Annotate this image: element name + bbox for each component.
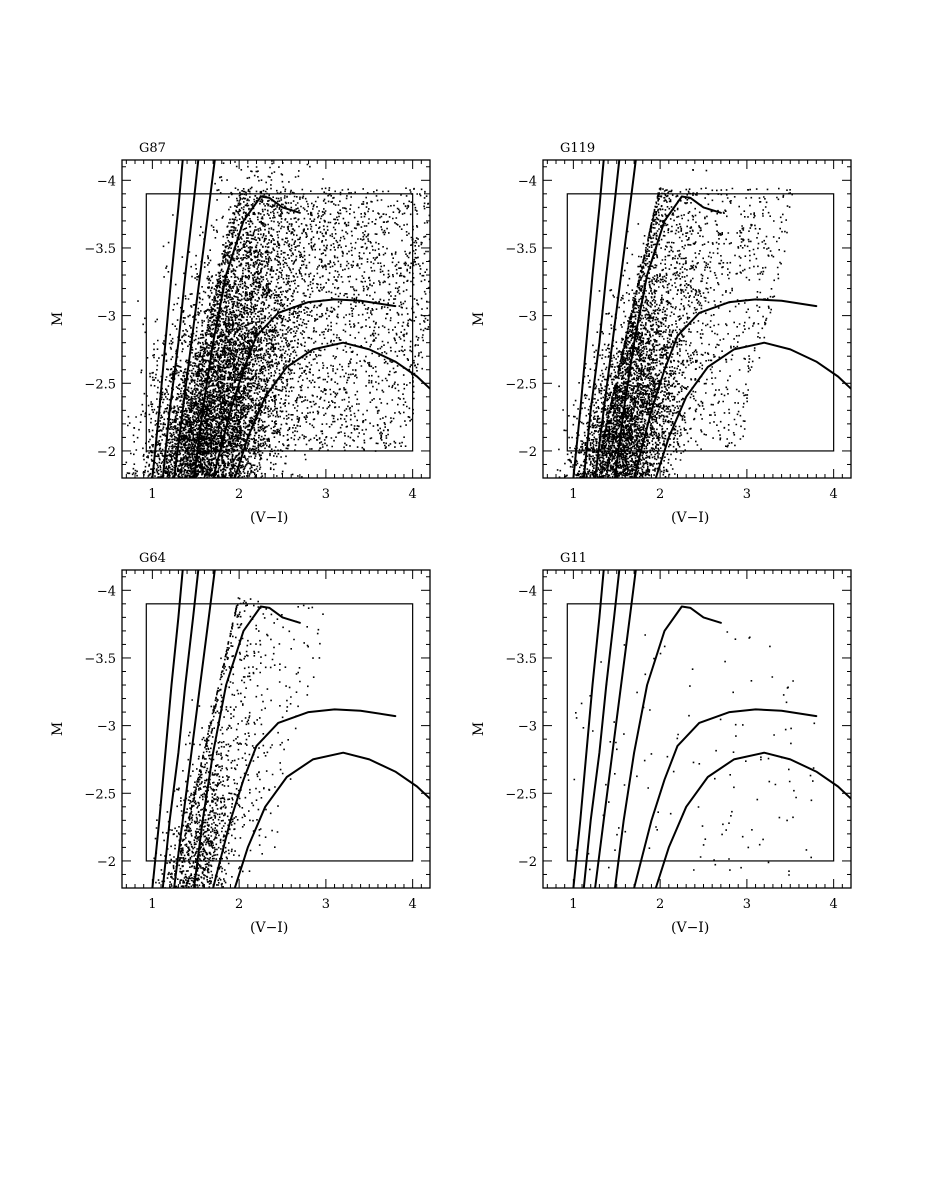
- star-point: [152, 597, 324, 888]
- x-tick-label: 1: [148, 487, 156, 502]
- cmd-panel-g64: G64 1 2 3 4 −4 −3.5 −3 −2.5 −2 (V−I)o MI: [50, 551, 431, 936]
- selection-box: [145, 603, 414, 862]
- y-tick-label: −2.5: [84, 377, 116, 392]
- y-tick-label: −3: [97, 310, 116, 325]
- isochrone-line-1: [572, 160, 605, 478]
- isochrone-line-1: [572, 570, 605, 888]
- x-tick-label: 2: [656, 897, 664, 912]
- x-tick-label: 2: [235, 487, 243, 502]
- star-points: [556, 169, 793, 478]
- y-axis-label: MI: [471, 722, 487, 736]
- x-tick-label: 3: [743, 487, 751, 502]
- y-tick-label: −3: [518, 310, 537, 325]
- cmd-panel-g119: G119 1 2 3 4 −4 −3.5 −3 −2.5 −2 (V−I)o MI: [471, 141, 852, 526]
- y-tick-label: −4: [97, 174, 116, 189]
- isochrones: [151, 160, 430, 478]
- y-tick-label: −4: [518, 584, 537, 599]
- star-point: [556, 169, 793, 478]
- y-tick-label: −2.5: [84, 787, 116, 802]
- plot-frame: [542, 569, 852, 889]
- isochrone-line-2: [161, 160, 200, 478]
- x-tick-label: 3: [322, 897, 330, 912]
- isochrone-line-5: [633, 708, 818, 888]
- isochrone-line-3: [173, 570, 216, 888]
- panel-title: G87: [139, 141, 166, 156]
- isochrone-line-1: [151, 570, 184, 888]
- x-axis-label: (V−I)o: [250, 510, 288, 526]
- y-axis-label: MI: [471, 312, 487, 326]
- isochrone-line-4: [614, 195, 722, 478]
- isochrone-line-5: [212, 708, 397, 888]
- y-tick-label: −2: [518, 855, 537, 870]
- y-tick-label: −2: [518, 445, 537, 460]
- panel-title: G11: [560, 551, 587, 566]
- isochrones: [151, 570, 430, 888]
- x-tick-label: 3: [322, 487, 330, 502]
- isochrone-line-4: [193, 605, 301, 888]
- selection-box: [566, 193, 835, 452]
- y-tick-label: −2.5: [505, 377, 537, 392]
- y-tick-label: −3: [518, 720, 537, 735]
- x-tick-label: 1: [569, 487, 577, 502]
- x-tick-label: 1: [569, 897, 577, 912]
- x-tick-label: 2: [235, 897, 243, 912]
- y-tick-label: −3: [97, 720, 116, 735]
- x-tick-label: 4: [409, 897, 417, 912]
- cmd-panel-g87: G87 1 2 3 4 −4 −3.5 −3 −2.5 −2 (V−I)o MI: [50, 141, 431, 526]
- isochrone-line-5: [633, 298, 818, 478]
- isochrone-line-6: [654, 341, 851, 478]
- star-point: [125, 160, 430, 478]
- x-axis-label: (V−I)o: [671, 920, 709, 936]
- x-axis-label: (V−I)o: [250, 920, 288, 936]
- isochrone-line-6: [233, 341, 430, 478]
- isochrone-line-4: [193, 195, 301, 478]
- plot-frame: [542, 159, 852, 479]
- plot-frame: [121, 159, 431, 479]
- y-tick-label: −3.5: [84, 652, 116, 667]
- isochrone-line-3: [173, 160, 216, 478]
- isochrone-line-6: [654, 751, 851, 888]
- y-tick-label: −2: [97, 855, 116, 870]
- x-tick-label: 4: [830, 487, 838, 502]
- y-axis-label: MI: [50, 312, 66, 326]
- star-point: [573, 631, 816, 876]
- x-tick-label: 3: [743, 897, 751, 912]
- y-tick-label: −2: [97, 445, 116, 460]
- isochrone-line-3: [594, 160, 637, 478]
- y-axis-label: MI: [50, 722, 66, 736]
- y-tick-label: −3.5: [84, 242, 116, 257]
- isochrones: [572, 160, 851, 478]
- selection-box: [145, 193, 414, 452]
- y-tick-label: −4: [97, 584, 116, 599]
- y-tick-label: −2.5: [505, 787, 537, 802]
- panel-title: G119: [560, 141, 595, 156]
- x-tick-label: 2: [656, 487, 664, 502]
- panel-title: G64: [139, 551, 166, 566]
- isochrone-line-2: [582, 160, 621, 478]
- selection-box: [566, 603, 835, 862]
- y-tick-label: −4: [518, 174, 537, 189]
- isochrones: [572, 570, 851, 888]
- y-tick-label: −3.5: [505, 242, 537, 257]
- star-points: [152, 597, 324, 888]
- isochrone-line-1: [151, 160, 184, 478]
- star-points: [125, 160, 430, 478]
- cmd-panel-g11: G11 1 2 3 4 −4 −3.5 −3 −2.5 −2 (V−I)o MI: [471, 551, 852, 936]
- x-tick-label: 4: [830, 897, 838, 912]
- isochrone-line-6: [233, 751, 430, 888]
- plot-frame: [121, 569, 431, 889]
- isochrone-line-4: [614, 605, 722, 888]
- x-tick-label: 1: [148, 897, 156, 912]
- isochrone-line-3: [594, 570, 637, 888]
- y-tick-label: −3.5: [505, 652, 537, 667]
- isochrone-line-2: [582, 570, 621, 888]
- x-tick-label: 4: [409, 487, 417, 502]
- star-points: [573, 631, 816, 876]
- isochrone-line-5: [212, 298, 397, 478]
- x-axis-label: (V−I)o: [671, 510, 709, 526]
- isochrone-line-2: [161, 570, 200, 888]
